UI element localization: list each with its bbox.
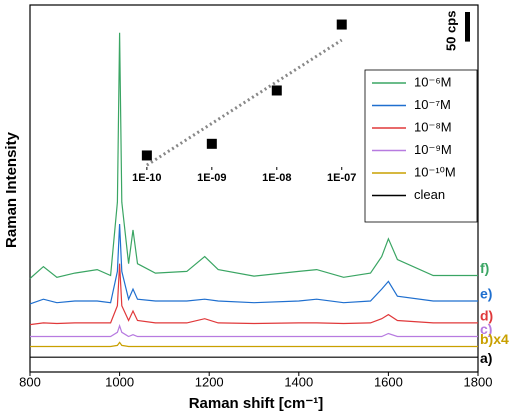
- series-tag: f): [480, 260, 489, 276]
- spectrum-line: [29, 32, 478, 279]
- inset-x-tick-label: 1E-07: [327, 172, 356, 184]
- inset-x-tick-label: 1E-10: [132, 172, 161, 184]
- inset-point: [271, 85, 282, 96]
- x-tick-label: 800: [19, 374, 41, 389]
- x-tick-label: 1000: [105, 374, 134, 389]
- inset-point: [141, 150, 152, 161]
- legend-label: 10⁻⁹M: [414, 142, 452, 157]
- x-tick-label: 1400: [284, 374, 313, 389]
- legend-label: 10⁻⁸M: [414, 119, 452, 134]
- x-tick-label: 1200: [195, 374, 224, 389]
- inset-x-tick-label: 1E-08: [262, 172, 291, 184]
- spectrum-line: [29, 263, 478, 326]
- inset-x-tick-label: 1E-09: [197, 172, 226, 184]
- spectrum-line: [30, 341, 478, 348]
- scale-bar: [465, 12, 470, 42]
- x-tick-label: 1800: [464, 374, 493, 389]
- legend-label: clean: [414, 187, 445, 202]
- spectrum-line: [29, 223, 478, 305]
- x-axis-label: Raman shift [cm⁻¹]: [189, 395, 324, 412]
- series-tag: b)x4: [480, 331, 509, 347]
- legend-label: 10⁻⁷M: [414, 97, 451, 112]
- scale-bar-label: 50 cps: [443, 11, 458, 51]
- fit-line: [146, 38, 343, 167]
- inset-point: [206, 138, 217, 149]
- legend-label: 10⁻¹⁰M: [414, 164, 456, 179]
- inset-point: [336, 19, 347, 30]
- plot-frame: [29, 4, 479, 373]
- series-tag: e): [480, 286, 492, 302]
- x-tick-label: 1600: [374, 374, 403, 389]
- legend-frame: [364, 69, 478, 223]
- y-axis-label: Raman Intensity: [3, 131, 20, 248]
- series-tag: d): [480, 308, 493, 324]
- series-tag: c): [480, 321, 492, 337]
- series-tag: a): [480, 350, 492, 366]
- legend-label: 10⁻⁶M: [414, 74, 452, 89]
- spectrum-line: [30, 323, 478, 338]
